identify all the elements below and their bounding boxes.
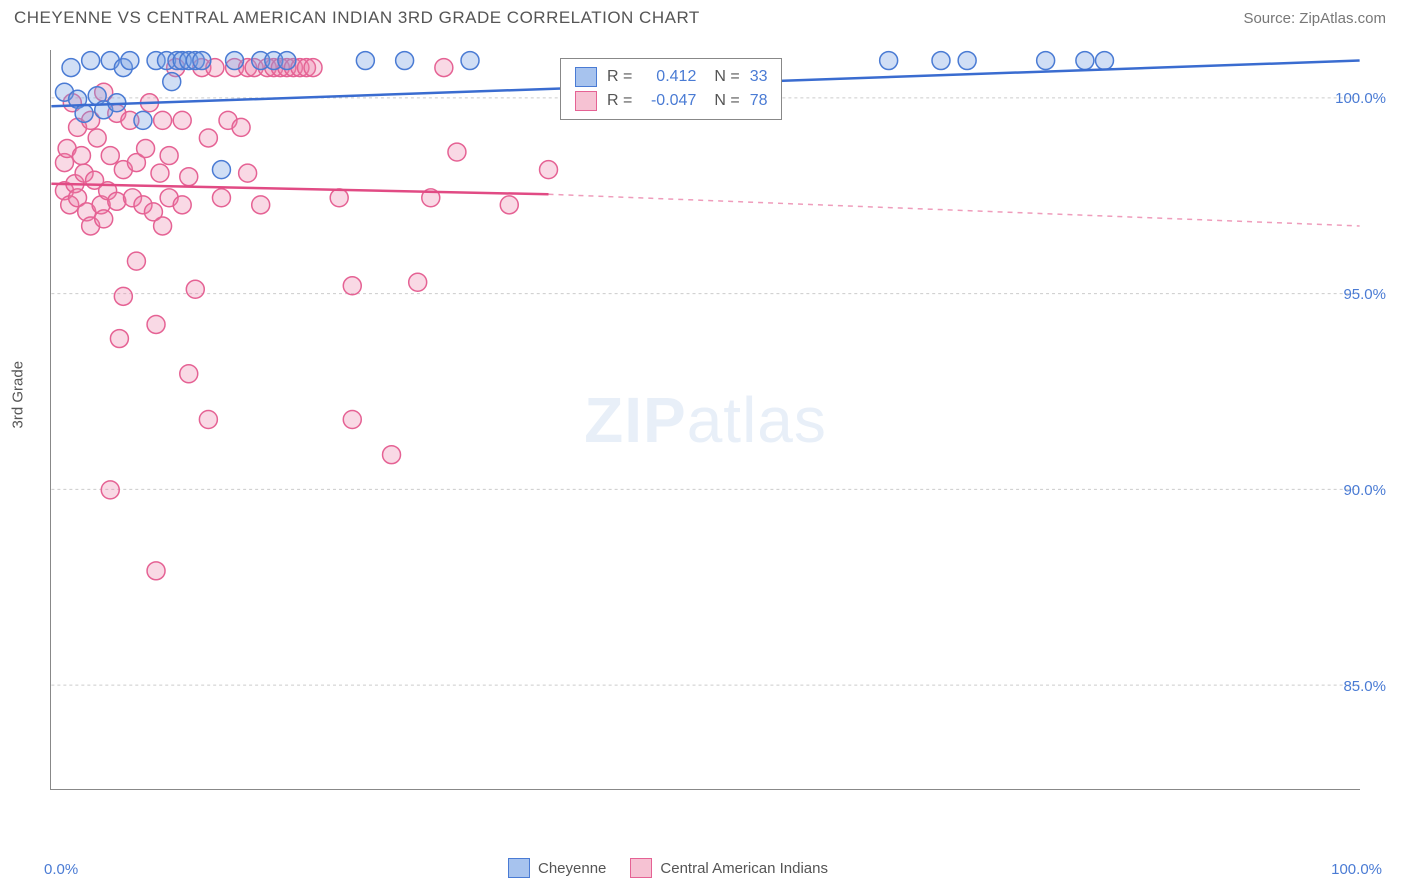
legend-row-cai: R = -0.047 N = 78: [575, 89, 767, 113]
legend-row-cheyenne: R = 0.412 N = 33: [575, 65, 767, 89]
swatch-cheyenne: [575, 67, 597, 87]
legend-item-cheyenne: Cheyenne: [508, 858, 606, 878]
y-label-90: 90.0%: [1343, 482, 1386, 499]
y-label-85: 85.0%: [1343, 678, 1386, 695]
scatter-plot-svg: [51, 50, 1360, 789]
x-min-label: 0.0%: [44, 861, 78, 878]
legend-item-cai: Central American Indians: [630, 858, 828, 878]
y-label-95: 95.0%: [1343, 286, 1386, 303]
chart-header: CHEYENNE VS CENTRAL AMERICAN INDIAN 3RD …: [0, 0, 1406, 34]
x-max-label: 100.0%: [1331, 861, 1382, 878]
y-label-100: 100.0%: [1335, 90, 1386, 107]
y-axis-label: 3rd Grade: [10, 361, 27, 429]
series-legend: Cheyenne Central American Indians: [508, 858, 828, 878]
chart-plot-area: ZIPatlas: [50, 50, 1360, 790]
chart-title: CHEYENNE VS CENTRAL AMERICAN INDIAN 3RD …: [14, 8, 700, 28]
swatch-cai-icon: [630, 858, 652, 878]
chart-source: Source: ZipAtlas.com: [1243, 10, 1386, 27]
swatch-cai: [575, 91, 597, 111]
correlation-legend: R = 0.412 N = 33 R = -0.047 N = 78: [560, 58, 782, 120]
swatch-cheyenne-icon: [508, 858, 530, 878]
